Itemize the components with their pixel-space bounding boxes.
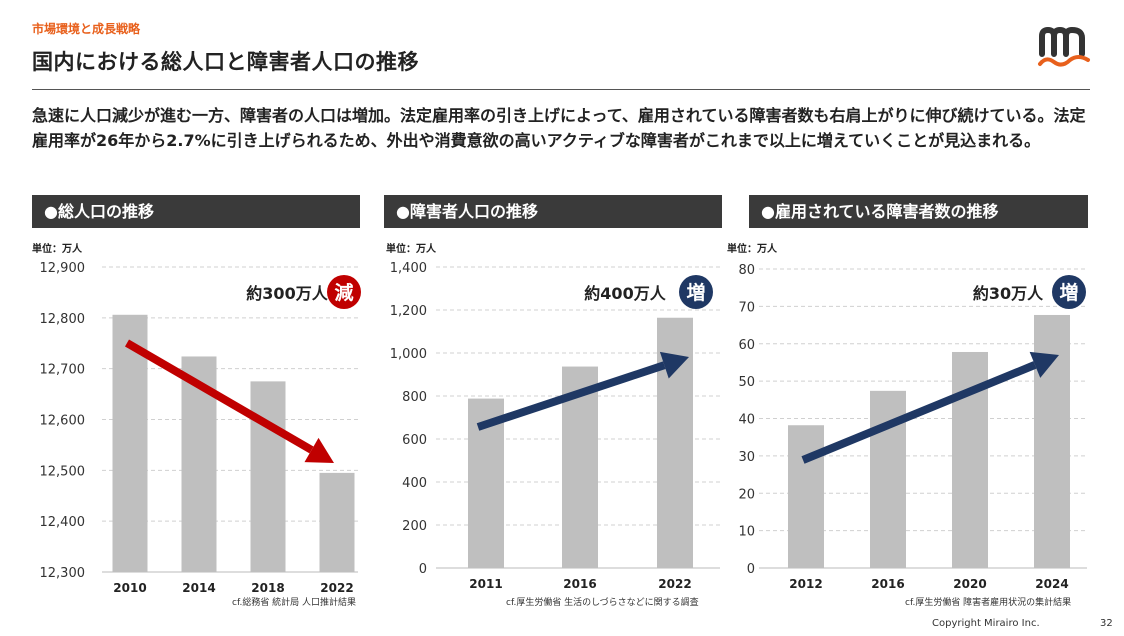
chart-panel-disabled-population: ●障害者人口の推移 単位：万人 0 200 400 600 800 1,000 1,200 1… (384, 195, 722, 615)
chart-panel-employed-disabled: ●雇用されている障害者数の推移 単位：万人 0 10 20 30 40 50 60 70 80 2… (727, 195, 1088, 615)
copyright: Copyright Mirairo Inc. (932, 618, 1040, 629)
unit-label: 単位：万人 (386, 244, 436, 255)
y-tick-label: 12,700 (40, 363, 86, 378)
x-tick-label: 2014 (182, 581, 215, 595)
bar (112, 314, 148, 572)
change-annotation: 約30万人 (973, 284, 1044, 303)
trend-arrow-head (1029, 351, 1059, 378)
trend-badge (327, 275, 361, 309)
unit-label: 単位：万人 (32, 244, 82, 255)
unit-label: 単位：万人 (727, 244, 777, 255)
y-tick-label: 12,400 (40, 515, 86, 530)
y-tick-label: 600 (402, 433, 427, 448)
source-note: cf.厚生労働省 生活のしづらさなどに関する調査 (506, 598, 699, 608)
x-tick-label: 2022 (320, 581, 353, 595)
bar (1034, 314, 1070, 568)
x-tick-label: 2012 (789, 577, 822, 591)
y-tick-label: 0 (747, 562, 755, 577)
x-tick-label: 2011 (469, 577, 502, 591)
x-tick-label: 2018 (251, 581, 284, 595)
change-annotation: 約400万人 (584, 284, 666, 303)
title-divider (32, 89, 1090, 90)
chart-total-population: 12,300 12,400 12,500 12,600 12,700 12,800 12,9… (40, 261, 361, 595)
y-tick-label: 200 (402, 519, 427, 534)
x-tick-label: 2010 (113, 581, 146, 595)
y-tick-label: 60 (738, 338, 755, 353)
trend-badge-label: 増 (1059, 281, 1078, 304)
x-tick-label: 2016 (871, 577, 904, 591)
chart-title: ●障害者人口の推移 (384, 195, 722, 228)
y-tick-label: 70 (738, 300, 755, 315)
y-tick-label: 80 (738, 263, 755, 278)
y-tick-label: 30 (738, 450, 755, 465)
bar (250, 381, 286, 572)
page-number: 32 (1100, 618, 1113, 629)
change-annotation: 約300万人 (246, 284, 328, 303)
trend-arrow-shaft (476, 361, 666, 431)
y-tick-label: 0 (419, 562, 427, 577)
y-tick-label: 40 (738, 413, 755, 428)
chart-title: ●総人口の推移 (32, 195, 360, 228)
section-subtitle: 市場環境と成長戦略 (32, 22, 141, 36)
trend-arrow-shaft (124, 339, 314, 454)
bar (788, 425, 824, 568)
y-tick-label: 12,500 (40, 464, 86, 479)
trend-arrow-head (304, 437, 334, 463)
chart-title: ●雇用されている障害者数の推移 (749, 195, 1088, 228)
x-tick-label: 2024 (1035, 577, 1068, 591)
chart-employed-disabled: 0 10 20 30 40 50 60 70 80 2012 2016 2020 2024 約30万人増 (738, 263, 1087, 591)
y-tick-label: 1,200 (390, 304, 427, 319)
chart-disabled-population: 0 200 400 600 800 1,000 1,200 1,400 2011 2016 2022… (390, 261, 720, 591)
y-tick-label: 12,900 (40, 261, 86, 276)
trend-badge (679, 275, 713, 309)
y-tick-label: 12,600 (40, 414, 86, 429)
y-tick-label: 12,800 (40, 312, 86, 327)
y-tick-label: 12,300 (40, 566, 86, 581)
mirairo-logo (1038, 27, 1090, 67)
source-note: cf.厚生労働省 障害者雇用状況の集計結果 (905, 598, 1072, 608)
y-tick-label: 20 (738, 487, 755, 502)
y-tick-label: 800 (402, 390, 427, 405)
chart-panel-total-population: ●総人口の推移 単位：万人 12,300 12,400 12,500 12,600 12… (32, 195, 361, 615)
x-tick-label: 2022 (658, 577, 691, 591)
page-title: 国内における総人口と障害者人口の推移 (32, 50, 419, 74)
y-tick-label: 1,000 (390, 347, 427, 362)
source-note: cf.総務省 統計局 人口推計結果 (232, 598, 357, 608)
trend-arrow-shaft (801, 361, 1037, 464)
trend-badge-label: 減 (334, 281, 353, 304)
y-tick-label: 50 (738, 375, 755, 390)
trend-arrow-head (659, 351, 689, 379)
y-tick-label: 400 (402, 476, 427, 491)
y-tick-label: 1,400 (390, 261, 427, 276)
y-tick-label: 10 (738, 525, 755, 540)
trend-badge (1052, 275, 1086, 309)
trend-badge-label: 増 (686, 281, 705, 304)
x-tick-label: 2016 (563, 577, 596, 591)
x-tick-label: 2020 (953, 577, 986, 591)
bar (319, 472, 355, 572)
lead-text: 急速に人口減少が進む一方、障害者の人口は増加。法定雇用率の引き上げによって、雇用… (32, 106, 1086, 150)
